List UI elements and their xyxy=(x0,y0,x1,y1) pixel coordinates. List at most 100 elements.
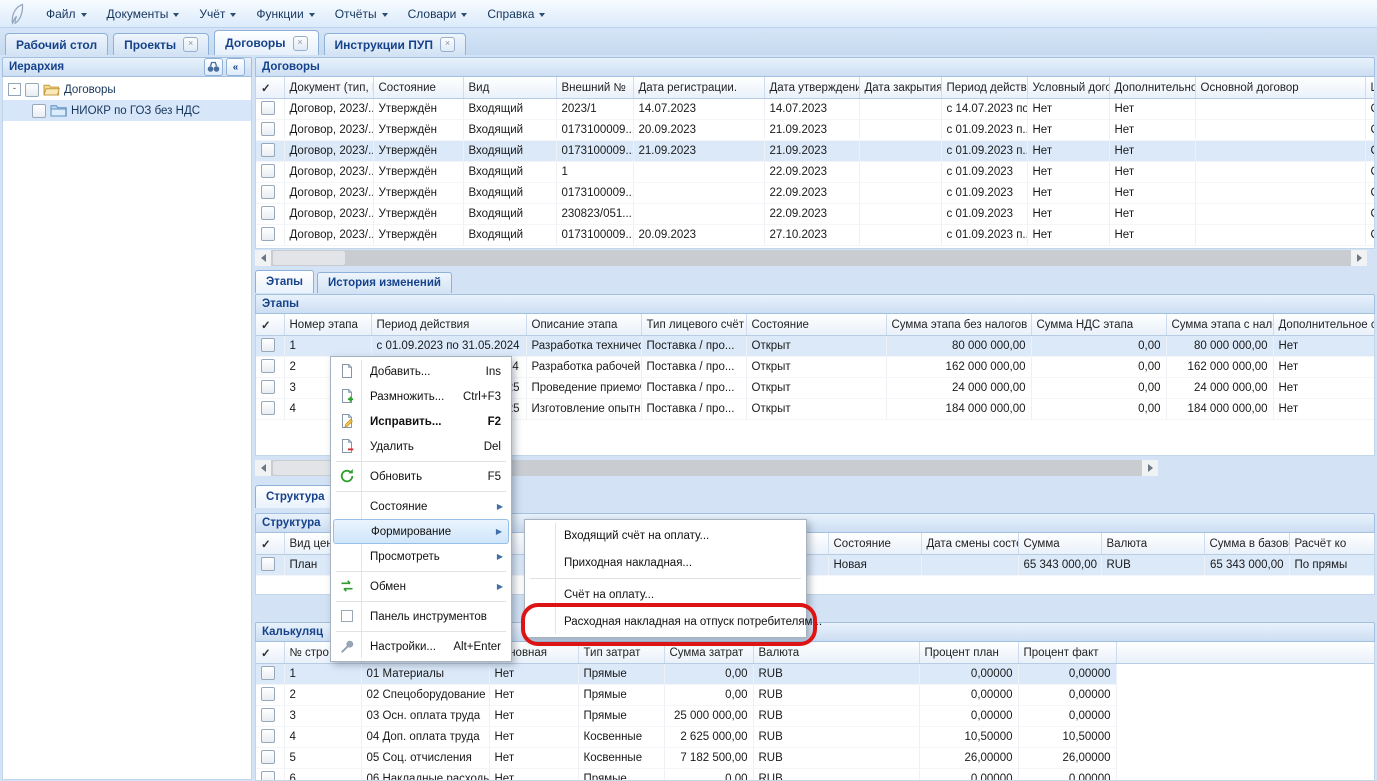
scroll-left-arrow-icon[interactable] xyxy=(255,460,271,476)
table-row[interactable]: Договор, 2023/... Утверждён Входящий 017310… xyxy=(256,182,1374,204)
table-row[interactable]: Договор, 2023/... Утверждён Входящий 017310… xyxy=(256,140,1374,162)
menubar-item[interactable]: Документы xyxy=(97,4,190,24)
column-header[interactable]: ✓ xyxy=(256,314,285,336)
close-icon[interactable]: × xyxy=(183,37,199,52)
menubar-item[interactable]: Словари xyxy=(398,4,478,24)
column-header[interactable]: Состояние xyxy=(746,314,887,336)
scroll-right-arrow-icon[interactable] xyxy=(1142,460,1158,476)
column-header[interactable]: Расчёт ко xyxy=(1289,533,1374,555)
table-row[interactable]: 3 03 Осн. оплата труда Нет Прямые 25 000 000… xyxy=(256,705,1374,727)
main-tab[interactable]: Рабочий стол xyxy=(5,33,109,55)
context-menu-item[interactable]: Панель инструментов xyxy=(333,604,509,629)
checkbox[interactable] xyxy=(261,400,275,415)
checkbox[interactable] xyxy=(261,358,275,373)
collapse-sidebar-button[interactable]: « xyxy=(226,58,245,76)
scroll-left-arrow-icon[interactable] xyxy=(255,250,271,266)
checkbox[interactable] xyxy=(261,707,275,722)
column-header[interactable]: Сумма xyxy=(1018,533,1102,555)
checkbox[interactable] xyxy=(261,121,275,136)
scrollbar-thumb[interactable] xyxy=(273,251,345,265)
column-header[interactable]: Дата утверждения xyxy=(764,77,860,99)
main-tab[interactable]: Инструкции ПУП × xyxy=(323,33,466,55)
close-icon[interactable]: × xyxy=(439,37,455,52)
context-menu-item[interactable]: Добавить... Ins xyxy=(333,359,509,384)
checkbox[interactable] xyxy=(25,82,39,97)
scroll-right-arrow-icon[interactable] xyxy=(1351,250,1367,266)
column-header[interactable]: Валюта xyxy=(753,642,920,664)
scrollbar-thumb[interactable] xyxy=(273,461,345,475)
table-row[interactable]: Договор, 2023/... Утверждён Входящий 230823… xyxy=(256,203,1374,225)
checkbox[interactable] xyxy=(261,142,275,157)
main-tab[interactable]: Проекты × xyxy=(113,33,210,55)
context-menu-item[interactable]: Состояние ▶ xyxy=(333,494,509,519)
search-icon[interactable] xyxy=(204,58,223,76)
checkbox[interactable] xyxy=(261,770,275,780)
column-header[interactable]: Сумма в базовой в xyxy=(1204,533,1290,555)
column-header[interactable]: Основной договор xyxy=(1195,77,1366,99)
checkbox[interactable] xyxy=(261,163,275,178)
context-menu-item[interactable]: Размножить... Ctrl+F3 xyxy=(333,384,509,409)
submenu-item[interactable]: Счёт на оплату... xyxy=(527,581,804,608)
column-header[interactable]: Сумма затрат xyxy=(664,642,754,664)
tree-node[interactable]: - Договоры xyxy=(3,79,251,100)
checkbox[interactable] xyxy=(261,226,275,241)
table-row[interactable]: 4 04 Доп. оплата труда Нет Косвенные 2 625 0… xyxy=(256,726,1374,748)
stages-tab[interactable]: История изменений xyxy=(316,272,452,293)
close-icon[interactable]: × xyxy=(292,35,308,51)
context-menu-item[interactable]: Формирование ▶ xyxy=(333,519,509,544)
column-header[interactable]: Дополнительное с xyxy=(1109,77,1196,99)
column-header[interactable]: Дополнительное с xyxy=(1273,314,1374,336)
column-header[interactable]: Процент факт xyxy=(1018,642,1117,664)
tree-expander-icon[interactable]: - xyxy=(8,83,21,96)
menubar-item[interactable]: Файл xyxy=(36,4,97,24)
column-header[interactable]: ✓ xyxy=(256,77,285,99)
checkbox[interactable] xyxy=(32,103,46,118)
menubar-item[interactable]: Отчёты xyxy=(325,4,398,24)
table-row[interactable]: 2 02 Спецоборудование Нет Прямые 0,00 RUB 0,00… xyxy=(256,684,1374,706)
context-menu-item[interactable]: Просмотреть ▶ xyxy=(333,544,509,569)
column-header[interactable]: Период действия xyxy=(371,314,527,336)
column-header[interactable]: Сумма этапа без налогов xyxy=(886,314,1032,336)
table-row[interactable]: Договор, 2023/... Утверждён Входящий 1 22.09… xyxy=(256,161,1374,183)
column-header[interactable]: Внешний № xyxy=(556,77,634,99)
submenu-item[interactable]: Расходная накладная на отпуск потребител… xyxy=(527,608,822,635)
checkbox[interactable] xyxy=(261,728,275,743)
column-header[interactable]: Дата закрытия xyxy=(859,77,942,99)
column-header[interactable]: Состояние xyxy=(828,533,922,555)
column-header[interactable]: Валюта xyxy=(1101,533,1205,555)
context-menu-item[interactable]: Удалить Del xyxy=(333,434,509,459)
column-header[interactable]: Вид xyxy=(463,77,557,99)
column-header[interactable]: Условный договор xyxy=(1027,77,1110,99)
checkbox[interactable] xyxy=(261,749,275,764)
column-header[interactable]: Период действия... xyxy=(941,77,1028,99)
table-row[interactable]: 6 06 Накладные расходы Нет Прямые 0,00 RUB 0,0… xyxy=(256,768,1374,780)
menubar-item[interactable]: Справка xyxy=(477,4,555,24)
checkbox[interactable] xyxy=(261,337,275,352)
submenu-item[interactable]: Приходная накладная... xyxy=(527,549,804,576)
table-row[interactable]: Договор, 2023/... Утверждён Входящий 017310… xyxy=(256,119,1374,141)
column-header[interactable]: Номер этапа xyxy=(284,314,372,336)
submenu-item[interactable]: Входящий счёт на оплату... xyxy=(527,522,804,549)
tree-node[interactable]: НИОКР по ГОЗ без НДС xyxy=(3,100,251,121)
menubar-item[interactable]: Учёт xyxy=(189,4,246,24)
column-header[interactable]: Тип лицевого счёт xyxy=(641,314,747,336)
table-row[interactable]: Договор, 2023/... Утверждён Входящий 2023/1… xyxy=(256,98,1374,120)
column-header[interactable]: Сумма этапа с налогами xyxy=(1166,314,1274,336)
checkbox[interactable] xyxy=(261,686,275,701)
checkbox[interactable] xyxy=(261,205,275,220)
checkbox[interactable] xyxy=(261,556,275,571)
column-header[interactable]: Состояние xyxy=(373,77,464,99)
column-header[interactable]: Ц xyxy=(1365,77,1374,99)
table-row[interactable]: Договор, 2023/... Утверждён Входящий 017310… xyxy=(256,224,1374,246)
column-header[interactable]: Тип затрат xyxy=(578,642,665,664)
main-tab[interactable]: Договоры × xyxy=(214,30,319,55)
checkbox[interactable] xyxy=(261,379,275,394)
column-header[interactable]: Описание этапа xyxy=(526,314,642,336)
table-row[interactable]: 1 01 Материалы Нет Прямые 0,00 RUB 0,00000 0,00… xyxy=(256,663,1374,685)
table-row[interactable]: 4с 01.12.2024 по 31.05.2025Изготовление … xyxy=(256,398,1374,420)
context-menu-item[interactable]: Исправить... F2 xyxy=(333,409,509,434)
table-row[interactable]: 5 05 Соц. отчисления Нет Косвенные 7 182 500… xyxy=(256,747,1374,769)
context-menu-item[interactable]: Обновить F5 xyxy=(333,464,509,489)
checkbox[interactable] xyxy=(261,665,275,680)
